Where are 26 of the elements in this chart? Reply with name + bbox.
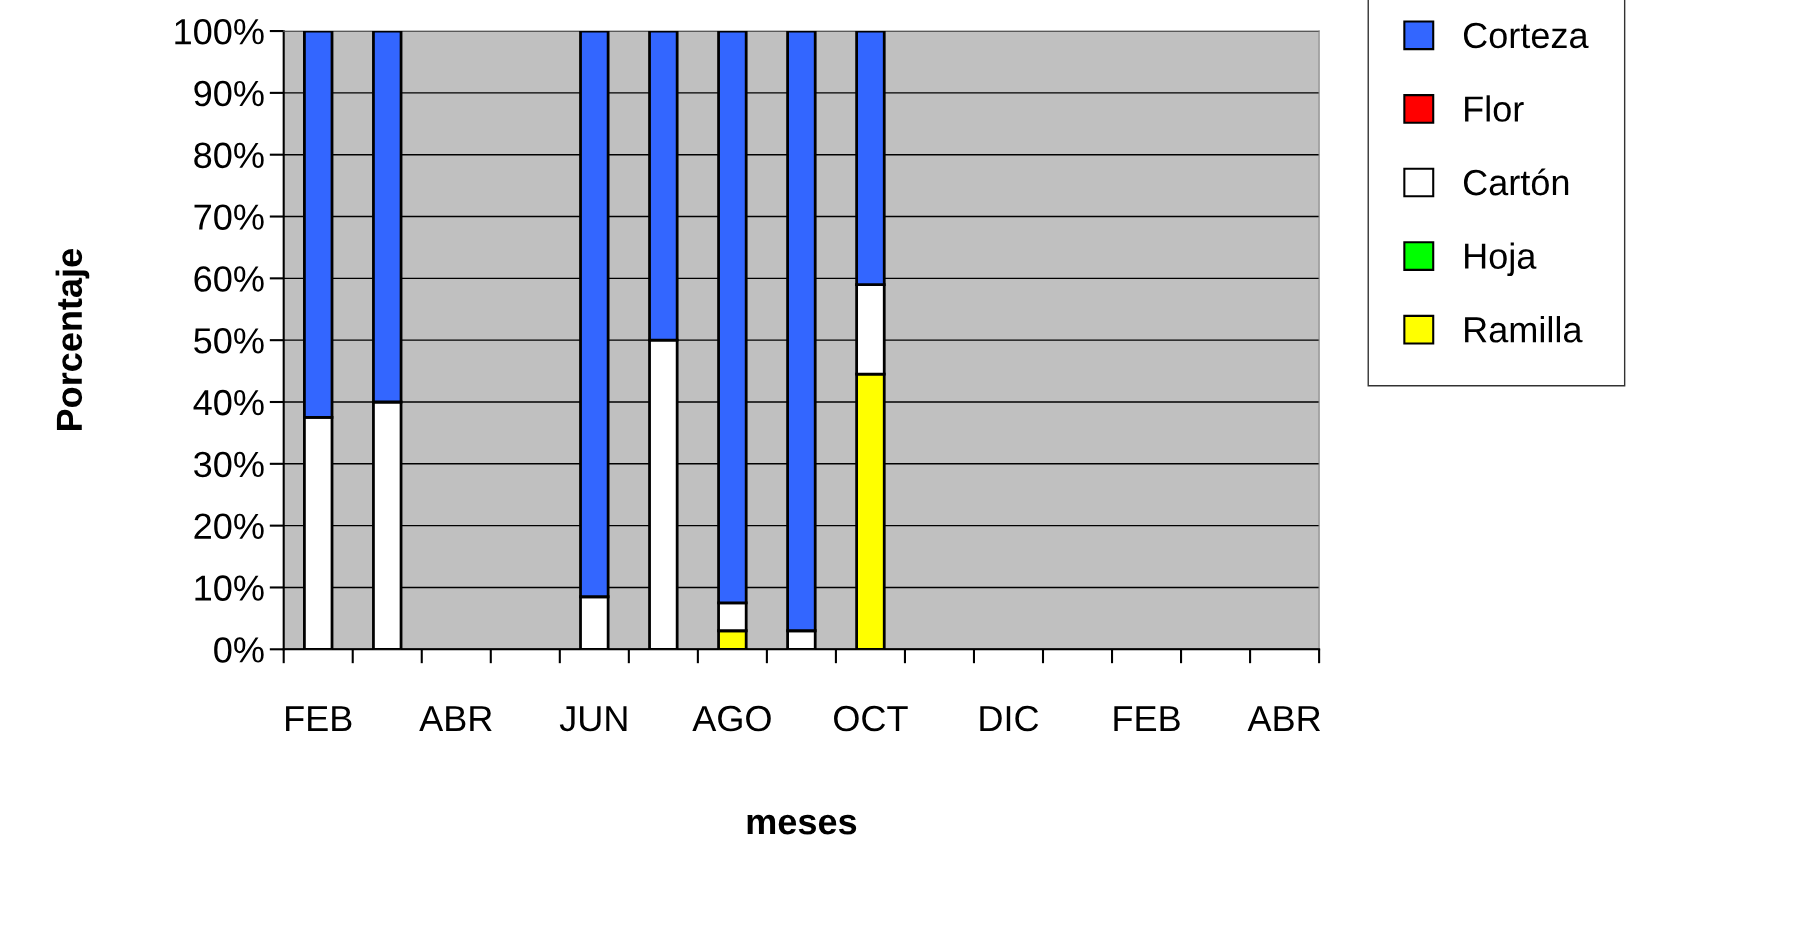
y-tick-label: 20%	[194, 513, 264, 540]
x-tick-label: ABR	[419, 706, 492, 732]
x-tick-label: AGO	[692, 705, 771, 732]
y-tick-label: 30%	[194, 451, 264, 478]
x-tick-label: FEB	[1114, 706, 1180, 732]
x-tick-label: OCT	[834, 705, 908, 732]
x-tick-label: JUN	[559, 706, 627, 732]
x-tick-label: DIC	[980, 705, 1039, 732]
x-axis-title: meses	[747, 814, 857, 835]
x-tick-label: ABR	[1247, 706, 1321, 732]
x-tick-label: FEB	[286, 706, 352, 732]
y-tick-label: 50%	[194, 328, 264, 354]
y-tick-label: 90%	[194, 80, 264, 107]
y-axis-title: Porcentaje	[55, 249, 90, 431]
y-tick-label: 40%	[193, 389, 264, 416]
legend-label: Corteza	[1463, 22, 1589, 49]
legend-label: Cartón	[1463, 168, 1569, 196]
y-tick-label: 100%	[175, 18, 264, 45]
y-tick-label: 10%	[195, 575, 264, 601]
legend-label: Flor	[1465, 95, 1524, 122]
y-tick-label: 70%	[194, 204, 264, 230]
y-tick-label: 0%	[214, 637, 264, 663]
y-tick-label: 80%	[194, 142, 264, 169]
legend-label: Hoja	[1465, 242, 1537, 277]
legend-label: Ramilla	[1465, 316, 1583, 343]
y-tick-label: 60%	[194, 266, 264, 292]
